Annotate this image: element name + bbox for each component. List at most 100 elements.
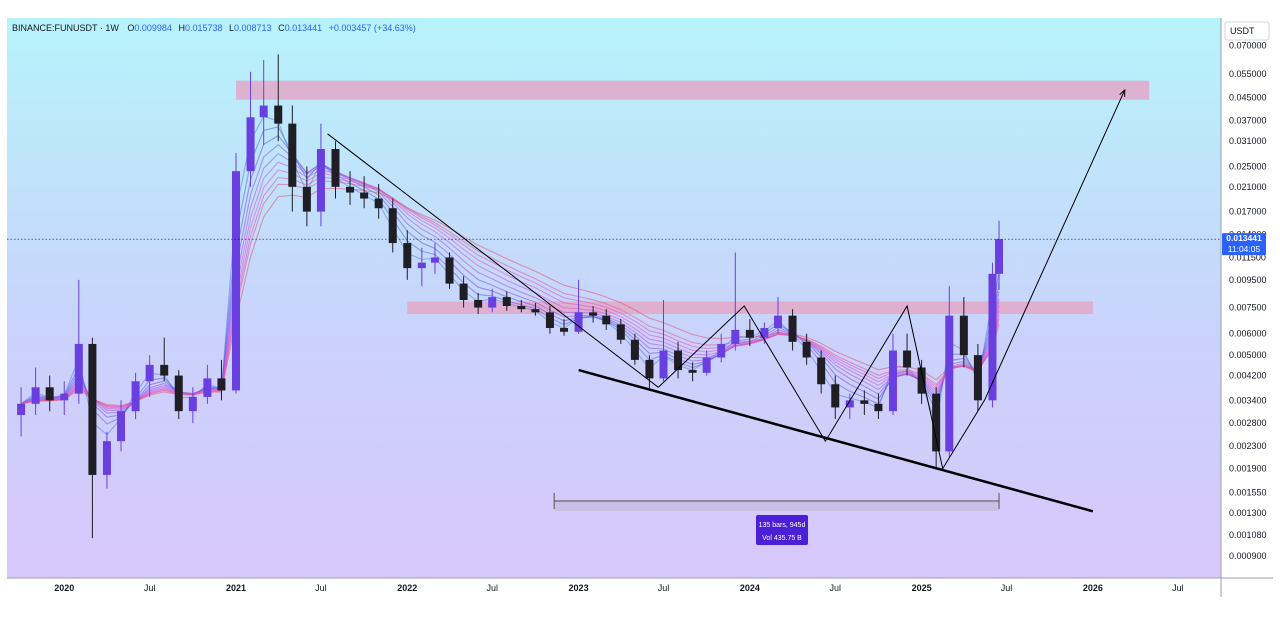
- candle-body: [259, 105, 268, 118]
- price-axis-pane[interactable]: [1221, 18, 1273, 578]
- downtrend-line[interactable]: [327, 133, 659, 388]
- candle[interactable]: [903, 333, 912, 376]
- candle[interactable]: [831, 375, 840, 419]
- candle-body: [802, 341, 811, 358]
- currency-button[interactable]: [1224, 21, 1270, 41]
- candle-body: [388, 208, 397, 244]
- candle[interactable]: [388, 198, 397, 253]
- candle-body: [31, 387, 40, 404]
- candle[interactable]: [488, 288, 497, 313]
- candle[interactable]: [802, 333, 811, 365]
- candle-body: [831, 384, 840, 408]
- candle[interactable]: [131, 372, 140, 419]
- candle[interactable]: [531, 302, 540, 316]
- candle[interactable]: [517, 300, 526, 313]
- candle[interactable]: [145, 355, 154, 397]
- candle[interactable]: [817, 350, 826, 394]
- candle[interactable]: [31, 367, 40, 416]
- candle[interactable]: [203, 364, 212, 404]
- candle[interactable]: [731, 252, 740, 351]
- price-tick-label: 0.000900: [1229, 551, 1267, 561]
- candle[interactable]: [932, 387, 941, 469]
- candle[interactable]: [545, 306, 554, 334]
- candle[interactable]: [403, 230, 412, 280]
- plot-area[interactable]: [7, 18, 1221, 578]
- candle[interactable]: [160, 337, 169, 382]
- measure-tool[interactable]: 135 bars, 945d Vol 435.75 B: [553, 493, 1000, 545]
- legend-close-label: C: [278, 23, 285, 33]
- candle[interactable]: [246, 71, 255, 187]
- candle[interactable]: [959, 297, 968, 368]
- candle[interactable]: [302, 166, 311, 227]
- candle-body: [517, 306, 526, 310]
- time-tick-label: Jul: [658, 583, 670, 593]
- candle[interactable]: [117, 400, 126, 452]
- price-tick-label: 0.001300: [1229, 508, 1267, 518]
- candle[interactable]: [459, 276, 468, 308]
- candle[interactable]: [717, 333, 726, 363]
- resistance-zone-1[interactable]: [236, 80, 1150, 100]
- candle[interactable]: [688, 362, 697, 382]
- candle[interactable]: [232, 153, 241, 394]
- candle[interactable]: [616, 319, 625, 344]
- candle[interactable]: [560, 319, 569, 336]
- candle[interactable]: [274, 54, 283, 142]
- candle[interactable]: [217, 359, 226, 401]
- candle[interactable]: [60, 381, 69, 416]
- support-line[interactable]: [578, 368, 1094, 513]
- candle[interactable]: [574, 279, 583, 334]
- ma-line-2: [20, 115, 1000, 436]
- candle[interactable]: [45, 375, 54, 412]
- candle[interactable]: [995, 220, 1004, 290]
- candle[interactable]: [17, 387, 26, 437]
- measure-band: [554, 500, 1000, 511]
- candle[interactable]: [973, 343, 982, 412]
- candle[interactable]: [888, 333, 897, 416]
- candle[interactable]: [174, 370, 183, 419]
- candle[interactable]: [674, 341, 683, 379]
- candle[interactable]: [945, 286, 954, 457]
- zigzag-line[interactable]: [657, 89, 1126, 470]
- candle[interactable]: [659, 300, 668, 382]
- candle-body: [788, 315, 797, 342]
- candle[interactable]: [188, 387, 197, 424]
- candle[interactable]: [445, 252, 454, 289]
- candle[interactable]: [702, 350, 711, 376]
- candle[interactable]: [474, 292, 483, 314]
- candle[interactable]: [502, 291, 511, 311]
- candle[interactable]: [917, 359, 926, 404]
- candle-body: [560, 328, 569, 332]
- candle[interactable]: [774, 297, 783, 334]
- time-axis-pane[interactable]: [7, 578, 1273, 597]
- candle[interactable]: [102, 431, 111, 489]
- candle[interactable]: [288, 105, 297, 212]
- candle-body: [217, 378, 226, 391]
- time-tick-label: Jul: [1172, 583, 1184, 593]
- candle[interactable]: [74, 279, 83, 404]
- candle[interactable]: [860, 390, 869, 416]
- candle[interactable]: [88, 337, 97, 539]
- candle[interactable]: [602, 309, 611, 330]
- candle[interactable]: [645, 355, 654, 391]
- candle[interactable]: [745, 319, 754, 347]
- candle[interactable]: [430, 243, 439, 274]
- candle[interactable]: [630, 333, 639, 365]
- candle[interactable]: [316, 123, 325, 227]
- candle[interactable]: [988, 262, 997, 408]
- candle[interactable]: [346, 171, 355, 205]
- candle[interactable]: [259, 59, 268, 146]
- price-tick-label: 0.004200: [1229, 371, 1267, 381]
- candle[interactable]: [788, 309, 797, 351]
- candle[interactable]: [874, 393, 883, 419]
- candle[interactable]: [374, 184, 383, 219]
- candle[interactable]: [417, 247, 426, 287]
- candle[interactable]: [360, 176, 369, 209]
- candle[interactable]: [331, 141, 340, 199]
- candle[interactable]: [845, 393, 854, 419]
- last-price-tag[interactable]: 0.013441 11:04:05: [1222, 233, 1266, 256]
- candle-body: [888, 350, 897, 412]
- candle[interactable]: [589, 306, 598, 323]
- candle-body: [60, 393, 69, 401]
- candle-body: [630, 339, 639, 360]
- ma-ribbon: [20, 115, 1000, 436]
